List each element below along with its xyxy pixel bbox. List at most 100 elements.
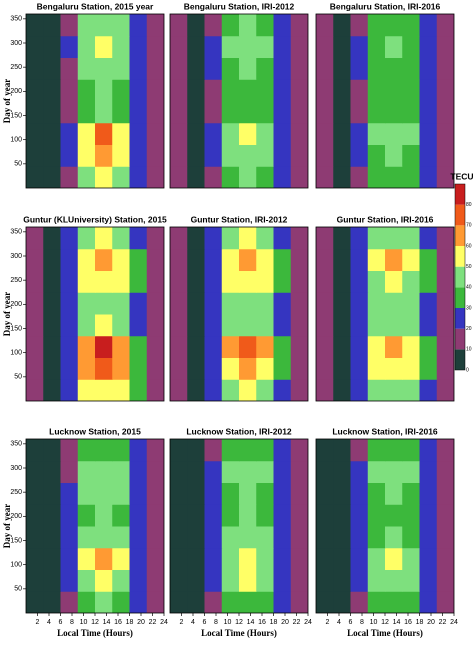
tec-cell	[77, 101, 96, 124]
tec-cell	[221, 144, 240, 167]
tec-cell	[239, 122, 257, 145]
y-axis-label: Day of year	[2, 292, 12, 337]
tec-cell	[333, 79, 351, 102]
tec-cell	[273, 460, 292, 483]
tec-cell	[221, 227, 240, 250]
tec-cell	[239, 101, 257, 124]
tec-cell	[129, 35, 148, 58]
tec-cell	[95, 591, 113, 613]
tec-cell	[43, 504, 61, 527]
tec-cell	[239, 292, 257, 315]
tec-cell	[290, 569, 308, 592]
tec-cell	[239, 482, 257, 505]
tec-cell	[350, 227, 369, 250]
x-tick-label: 6	[203, 619, 207, 626]
tec-cell	[239, 335, 257, 358]
tec-cell	[43, 460, 61, 483]
tec-cell	[187, 569, 205, 592]
tec-cell	[333, 35, 351, 58]
tec-cell	[333, 227, 351, 250]
tec-cell	[256, 292, 274, 315]
tec-cell	[77, 569, 96, 592]
tec-cell	[350, 357, 369, 380]
x-tick-label: 14	[247, 619, 255, 626]
tec-cell	[367, 270, 386, 293]
tec-cell	[26, 526, 44, 549]
colorbar-label: 60	[466, 243, 472, 249]
tec-cell	[419, 526, 438, 549]
tec-cell	[43, 227, 61, 250]
x-tick-label: 22	[293, 619, 301, 626]
tec-cell	[385, 57, 403, 80]
tec-cell	[187, 591, 205, 613]
tec-cell	[333, 504, 351, 527]
panel-title: Lucknow Station, IRI-2016	[332, 426, 438, 436]
tec-cell	[402, 591, 420, 613]
tec-cell	[170, 379, 188, 401]
tec-cell	[95, 292, 113, 315]
x-tick-label: 10	[80, 619, 88, 626]
tec-cell	[146, 144, 164, 167]
tec-cell	[187, 270, 205, 293]
tec-cell	[43, 314, 61, 337]
tec-cell	[26, 14, 44, 37]
tec-cell	[170, 79, 188, 102]
tec-cell	[256, 335, 274, 358]
tec-cell	[367, 166, 386, 188]
tec-cell	[146, 547, 164, 570]
x-tick-label: 6	[349, 619, 353, 626]
tec-cell	[385, 504, 403, 527]
tec-cell	[316, 14, 334, 37]
tec-cell	[290, 482, 308, 505]
tec-cell	[419, 547, 438, 570]
tec-cell	[419, 166, 438, 188]
tec-cell	[60, 122, 79, 145]
tec-cell	[60, 227, 79, 250]
tec-cell	[436, 357, 454, 380]
tec-cell	[402, 14, 420, 37]
tec-cell	[221, 379, 240, 401]
tec-cell	[316, 166, 334, 188]
tec-cell	[60, 292, 79, 315]
tec-cell	[60, 335, 79, 358]
tec-cell	[60, 569, 79, 592]
tec-cell	[239, 227, 257, 250]
tec-cell	[273, 314, 292, 337]
tec-cell	[385, 144, 403, 167]
tec-cell	[367, 591, 386, 613]
tec-cell	[146, 526, 164, 549]
tec-cell	[256, 79, 274, 102]
tec-cell	[129, 166, 148, 188]
tec-cell	[112, 357, 130, 380]
plot-area	[316, 439, 454, 613]
tec-cell	[95, 504, 113, 527]
tec-cell	[350, 482, 369, 505]
plot-area	[26, 227, 164, 401]
tec-cell	[419, 504, 438, 527]
tec-cell	[95, 439, 113, 462]
tec-cell	[350, 591, 369, 613]
tec-cell	[77, 482, 96, 505]
tec-cell	[43, 526, 61, 549]
tec-cell	[350, 14, 369, 37]
tec-cell	[419, 227, 438, 250]
tec-cell	[112, 79, 130, 102]
tec-cell	[273, 248, 292, 271]
x-tick-label: 2	[36, 619, 40, 626]
tec-cell	[77, 57, 96, 80]
tec-cell	[26, 482, 44, 505]
tec-cell	[77, 292, 96, 315]
tec-cell	[112, 101, 130, 124]
tec-cell	[316, 122, 334, 145]
tec-cell	[146, 101, 164, 124]
tec-cell	[204, 14, 223, 37]
tec-cell	[170, 591, 188, 613]
tec-cell	[436, 122, 454, 145]
tec-cell	[239, 314, 257, 337]
tec-cell	[419, 14, 438, 37]
colorbar-label: 10	[466, 347, 472, 353]
tec-cell	[333, 460, 351, 483]
tec-cell	[419, 335, 438, 358]
tec-cell	[77, 144, 96, 167]
tec-cell	[385, 35, 403, 58]
